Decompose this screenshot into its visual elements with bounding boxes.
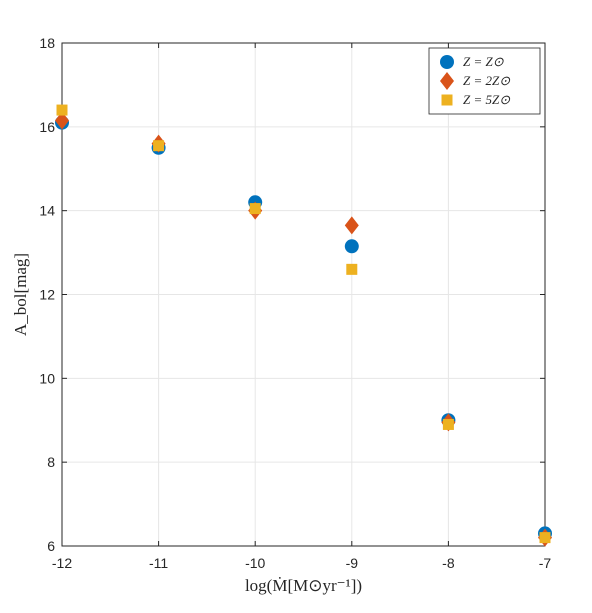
legend-label: Z = Z⊙ bbox=[463, 54, 504, 69]
series-square bbox=[56, 104, 551, 544]
x-tick-label: -9 bbox=[346, 555, 359, 571]
x-tick-label: -11 bbox=[149, 555, 168, 571]
data-point-square bbox=[539, 532, 551, 544]
axes bbox=[61, 42, 546, 547]
data-point-diamond bbox=[344, 216, 359, 235]
plot-frame bbox=[61, 42, 546, 547]
legend-marker-circle bbox=[440, 55, 454, 69]
legend-marker-square bbox=[441, 94, 453, 106]
x-tick-label: -7 bbox=[539, 555, 552, 571]
data-point-diamond bbox=[55, 111, 69, 130]
y-tick-label: 10 bbox=[39, 370, 55, 386]
y-tick-label: 18 bbox=[39, 35, 55, 51]
x-tick-label: -8 bbox=[442, 555, 455, 571]
data-point-square bbox=[249, 203, 261, 215]
y-tick-label: 6 bbox=[47, 538, 55, 554]
data-point-square bbox=[153, 140, 165, 152]
y-tick-label: 14 bbox=[39, 203, 55, 219]
tick-labels: -12 -11 -10 -9 -8 -7 6 8 10 12 14 16 18 bbox=[39, 35, 551, 571]
legend-label: Z = 5Z⊙ bbox=[463, 92, 510, 107]
data-point-square bbox=[346, 263, 358, 275]
y-tick-label: 8 bbox=[47, 454, 55, 470]
x-axis-label: log(Ṁ[M⊙yr⁻¹]) bbox=[245, 576, 362, 595]
data-points bbox=[55, 104, 552, 547]
legend-marker-diamond bbox=[440, 72, 454, 90]
data-point-circle bbox=[344, 239, 359, 254]
data-point-square bbox=[56, 104, 68, 116]
y-axis-label: A_bol[mag] bbox=[11, 253, 30, 336]
y-tick-label: 16 bbox=[39, 119, 55, 135]
y-tick-label: 12 bbox=[39, 287, 55, 303]
x-tick-label: -10 bbox=[245, 555, 265, 571]
legend: Z = Z⊙ Z = 2Z⊙ Z = 5Z⊙ bbox=[428, 47, 541, 115]
x-tick-label: -12 bbox=[52, 555, 72, 571]
legend-label: Z = 2Z⊙ bbox=[463, 73, 510, 88]
data-point-square bbox=[442, 418, 454, 430]
